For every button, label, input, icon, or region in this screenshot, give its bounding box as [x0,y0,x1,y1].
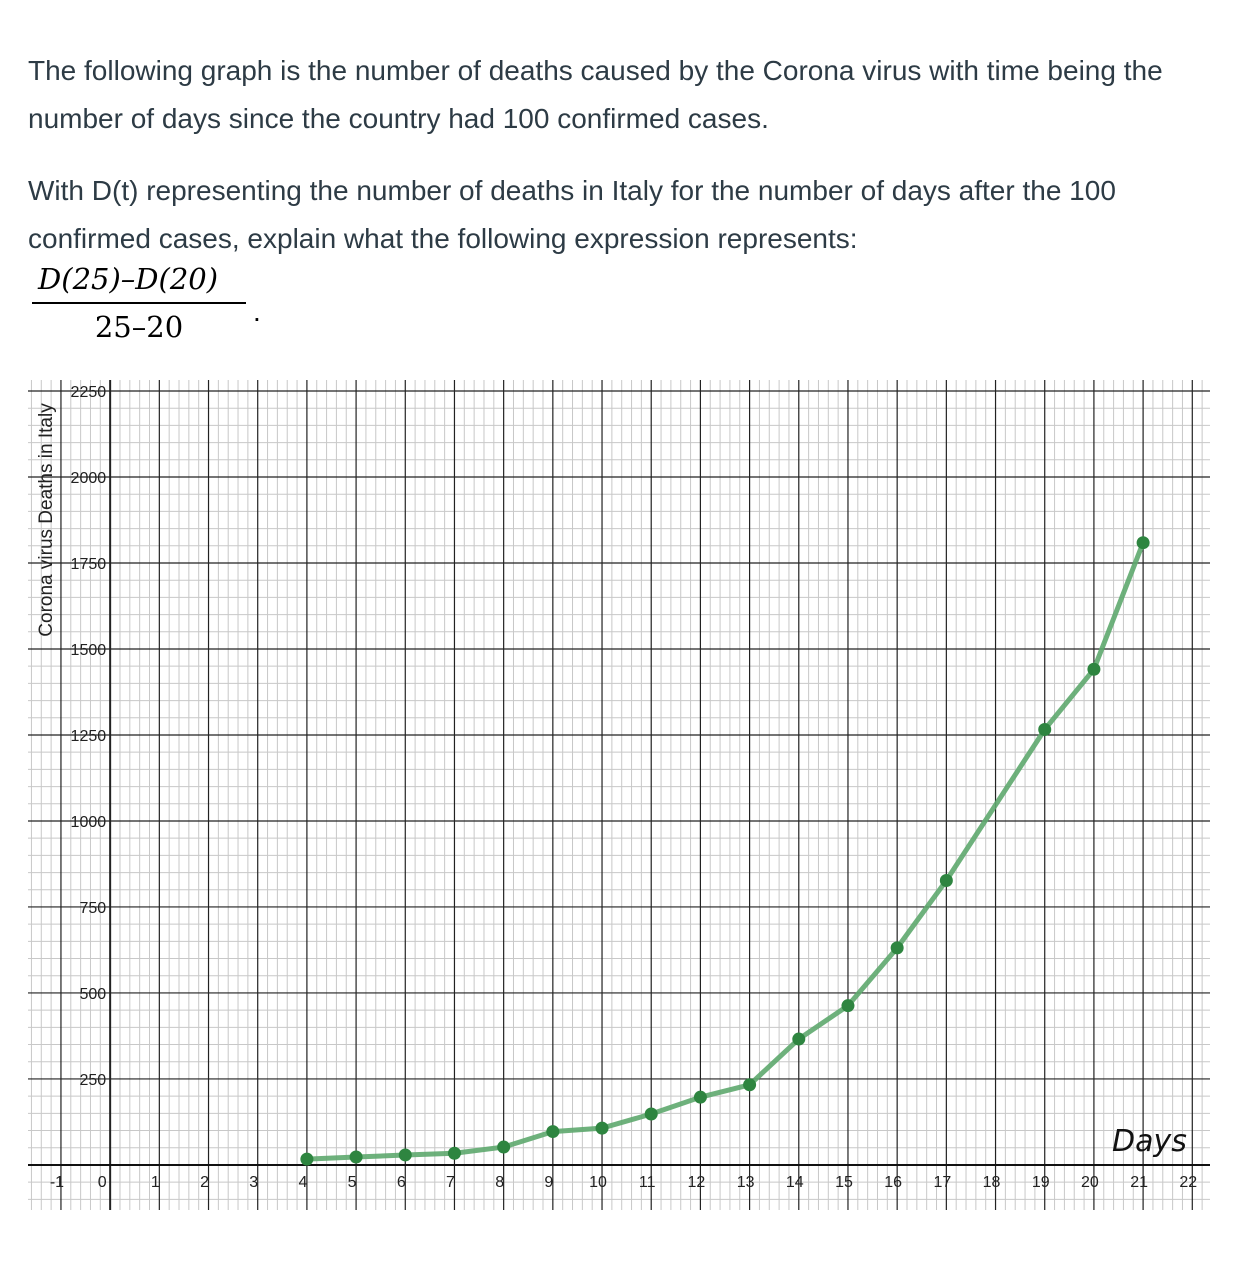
y-tick-label: 250 [79,1072,106,1089]
data-point [398,1148,412,1162]
y-tick-label: 750 [79,900,106,917]
x-tick-label: 17 [933,1174,951,1191]
y-tick-label: 1250 [71,728,107,745]
data-point [1087,662,1101,676]
data-point [890,941,904,955]
data-point [595,1121,609,1135]
x-tick-label: -1 [50,1174,64,1191]
x-tick-label: 22 [1179,1174,1197,1191]
fraction-bar [32,302,246,304]
data-point [939,873,953,887]
x-tick-label: 20 [1081,1174,1099,1191]
data-point [497,1140,511,1154]
x-tick-label: 4 [298,1174,307,1191]
x-tick-label: 18 [983,1174,1001,1191]
y-tick-label: 1500 [71,642,107,659]
x-tick-label: 13 [737,1174,755,1191]
y-tick-label: 1750 [71,556,107,573]
difference-quotient-expression: D(25)–D(20) 25–20 [32,262,246,344]
x-tick-label: 16 [884,1174,902,1191]
data-point [743,1078,757,1092]
expression-period: . [253,296,261,327]
x-tick-label: 2 [200,1174,209,1191]
y-tick-label: 2000 [71,470,107,487]
y-tick-label: 500 [79,986,106,1003]
y-axis-label: Corona virus Deaths in Italy [36,403,57,637]
x-tick-label: 19 [1032,1174,1050,1191]
y-tick-label: 2250 [71,384,107,401]
x-tick-label: 3 [249,1174,258,1191]
expression-denominator: 25–20 [94,310,184,344]
x-tick-label: 1 [151,1174,160,1191]
x-axis-label: Days [1112,1124,1187,1159]
data-point [349,1150,363,1164]
data-point [447,1146,461,1160]
data-point [300,1152,314,1166]
data-point [546,1125,560,1139]
x-tick-label: 14 [786,1174,804,1191]
x-tick-label: 12 [688,1174,706,1191]
data-point [693,1090,707,1104]
x-tick-label: 11 [639,1174,656,1191]
x-tick-label: 8 [495,1174,504,1191]
x-tick-label: 21 [1130,1174,1148,1191]
data-point [841,999,855,1013]
data-point [1038,722,1052,736]
x-tick-label: 6 [397,1174,406,1191]
x-tick-label: 0 [98,1174,107,1191]
x-tick-label: 7 [446,1174,455,1191]
x-tick-label: 15 [835,1174,853,1191]
series-line [306,541,1146,1162]
expression-numerator: D(25)–D(20) [38,262,219,296]
y-tick-label: 1000 [71,814,107,831]
x-tick-label: 5 [348,1174,357,1191]
question-paragraph-2: With D(t) representing the number of dea… [28,175,1116,254]
data-point [644,1107,658,1121]
data-point [792,1032,806,1046]
x-tick-label: 10 [589,1174,607,1191]
x-tick-label: 9 [544,1174,553,1191]
question-paragraph-1: The following graph is the number of dea… [28,55,1163,134]
data-point [1136,536,1150,550]
